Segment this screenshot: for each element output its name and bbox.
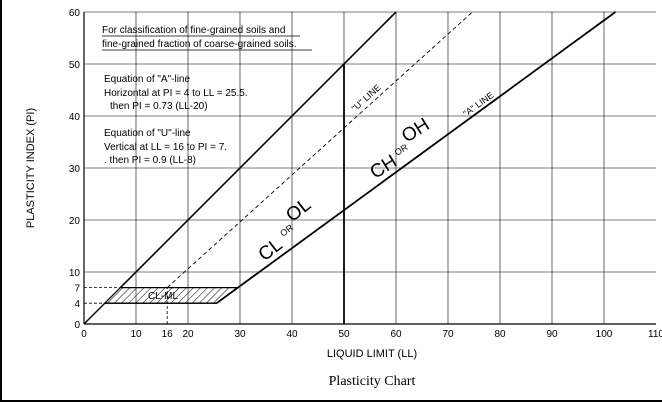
y-tick-label-7: 7 [74, 284, 80, 295]
x-tick-label-110: 110 [648, 329, 662, 340]
x-tick-label-60: 60 [390, 329, 402, 340]
x-tick-label-20: 20 [182, 329, 194, 340]
a-line-equation-1: Horizontal at PI = 4 to LL = 25.5. [104, 88, 248, 99]
x-tick-label-16: 16 [162, 329, 174, 340]
x-tick-label-70: 70 [442, 329, 454, 340]
a-line-equation-2: then PI = 0.73 (LL-20) [110, 101, 208, 112]
u-line-equation-2: . then PI = 0.9 (LL-8) [104, 155, 196, 166]
cl-label: CL [255, 234, 287, 266]
origin-boundary-line [83, 302, 106, 325]
tick-labels: 0 10 16 20 30 40 50 60 70 80 90 100 110 0 4 7 10 20 30 40 50… [69, 8, 662, 340]
x-tick-label-80: 80 [494, 329, 506, 340]
x-tick-label-10: 10 [130, 329, 142, 340]
y-tick-label-4: 4 [74, 299, 80, 310]
ol-label: OL [282, 194, 315, 226]
y-tick-label-30: 30 [69, 164, 81, 175]
y-tick-label-40: 40 [69, 112, 81, 123]
y-axis-label: PLASTICITY INDEX (PI) [25, 108, 37, 228]
u-line-equation-title: Equation of "U"-line [104, 128, 191, 139]
a-line-equation-title: Equation of "A"-line [104, 74, 190, 85]
y-tick-label-20: 20 [69, 216, 81, 227]
x-tick-label-100: 100 [596, 329, 613, 340]
y-tick-label-50: 50 [69, 60, 81, 71]
y-tick-label-10: 10 [69, 268, 81, 279]
cl-ol-zone-label: CL OR OL [255, 194, 316, 266]
y-tick-label-60: 60 [69, 8, 81, 19]
a-line [216, 11, 616, 304]
x-tick-label-0: 0 [81, 329, 87, 340]
x-tick-label-30: 30 [234, 329, 246, 340]
x-axis-label: LIQUID LIMIT (LL) [327, 348, 417, 360]
u-line [166, 11, 473, 288]
classification-note-1: For classification of fine-grained soils… [102, 25, 285, 36]
y-tick-label-0: 0 [74, 320, 80, 331]
chart-title: Plasticity Chart [329, 374, 416, 389]
cl-ml-label: CL-ML [148, 291, 178, 302]
x-tick-label-90: 90 [546, 329, 558, 340]
classification-note-2: fine-grained fraction of coarse-grained … [102, 39, 297, 50]
x-tick-label-40: 40 [286, 329, 298, 340]
chart-lines [83, 11, 616, 325]
upper-boundary-line [119, 11, 397, 289]
x-tick-label-50: 50 [338, 329, 350, 340]
u-line-equation-1: Vertical at LL = 16 to PI = 7. [104, 142, 227, 153]
